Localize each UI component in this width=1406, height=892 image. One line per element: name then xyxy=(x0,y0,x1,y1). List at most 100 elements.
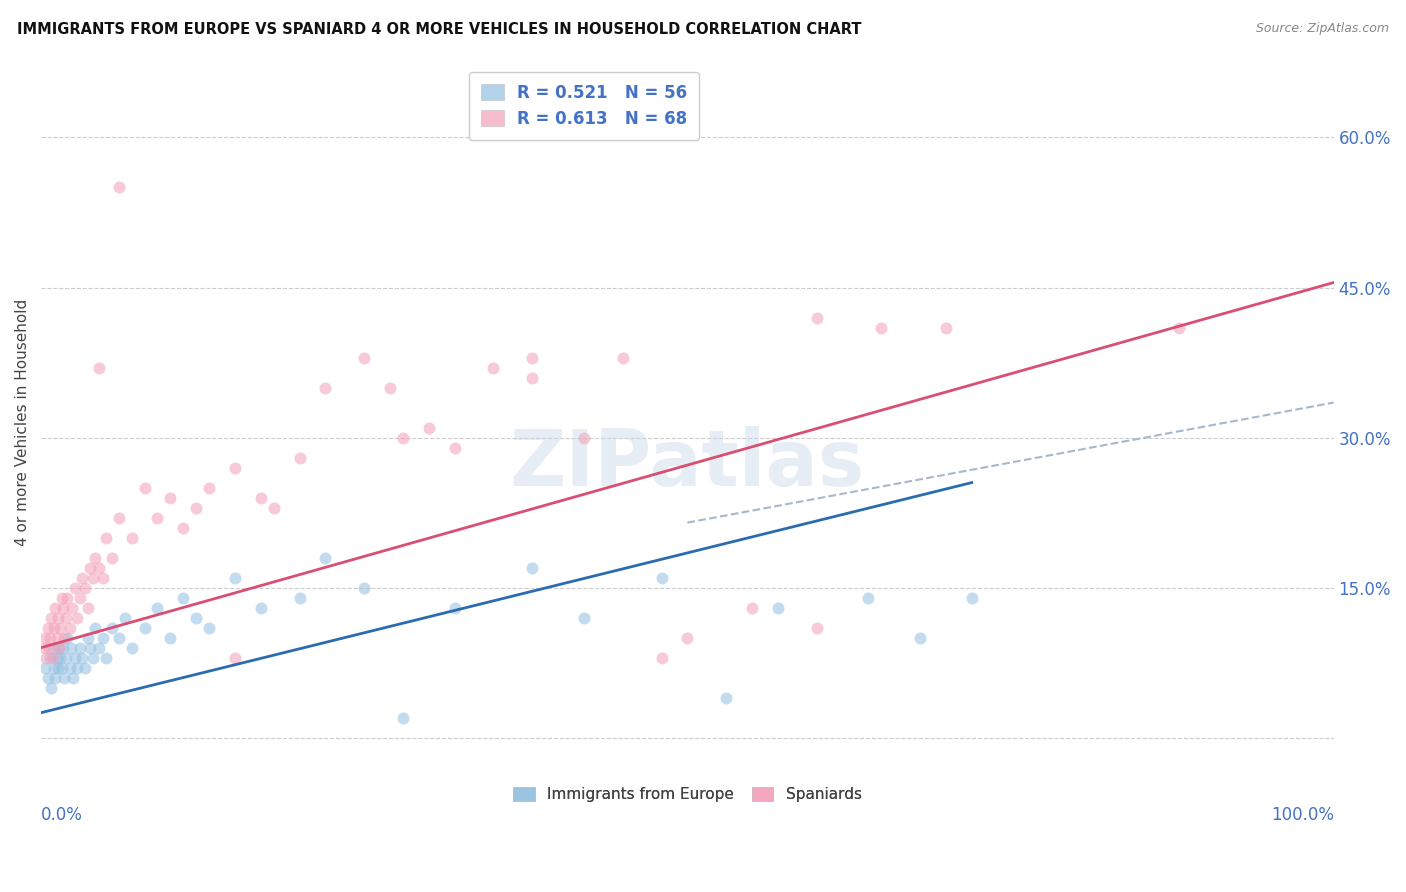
Point xyxy=(42,621,65,635)
Point xyxy=(49,650,72,665)
Point xyxy=(186,500,208,515)
Point xyxy=(51,591,73,605)
Point xyxy=(288,591,311,605)
Point xyxy=(250,491,273,505)
Point xyxy=(69,591,91,605)
Point xyxy=(44,671,66,685)
Point xyxy=(84,550,107,565)
Point xyxy=(960,591,983,605)
Point xyxy=(37,621,59,635)
Point xyxy=(46,661,69,675)
Point xyxy=(62,671,84,685)
Point xyxy=(107,631,129,645)
Point xyxy=(1167,320,1189,334)
Point xyxy=(134,481,156,495)
Point xyxy=(41,610,63,624)
Point xyxy=(76,631,98,645)
Point xyxy=(69,640,91,655)
Point xyxy=(63,650,86,665)
Point xyxy=(63,581,86,595)
Point xyxy=(107,510,129,524)
Point xyxy=(134,621,156,635)
Point xyxy=(58,661,80,675)
Point xyxy=(76,600,98,615)
Point xyxy=(101,621,124,635)
Point xyxy=(72,650,94,665)
Point xyxy=(651,650,673,665)
Text: 100.0%: 100.0% xyxy=(1271,805,1334,823)
Point xyxy=(935,320,957,334)
Point xyxy=(522,370,544,384)
Point xyxy=(44,600,66,615)
Point xyxy=(32,640,55,655)
Point xyxy=(34,631,56,645)
Point xyxy=(39,631,62,645)
Point xyxy=(353,351,375,365)
Point xyxy=(908,631,931,645)
Point xyxy=(522,560,544,574)
Point xyxy=(314,550,336,565)
Point xyxy=(858,591,880,605)
Point xyxy=(114,610,136,624)
Point xyxy=(198,621,221,635)
Point xyxy=(46,610,69,624)
Point xyxy=(612,351,634,365)
Point xyxy=(172,520,194,534)
Point xyxy=(53,671,76,685)
Point xyxy=(55,650,77,665)
Point xyxy=(60,600,83,615)
Point xyxy=(418,420,440,434)
Point xyxy=(224,650,246,665)
Point xyxy=(263,500,285,515)
Point xyxy=(443,600,465,615)
Point xyxy=(72,571,94,585)
Point xyxy=(79,640,101,655)
Point xyxy=(56,631,79,645)
Point xyxy=(51,661,73,675)
Point xyxy=(870,320,893,334)
Point xyxy=(806,310,828,325)
Point xyxy=(741,600,763,615)
Point xyxy=(522,351,544,365)
Point xyxy=(714,690,737,705)
Point xyxy=(314,380,336,394)
Point xyxy=(45,631,67,645)
Point xyxy=(66,610,89,624)
Point xyxy=(572,431,595,445)
Point xyxy=(121,531,143,545)
Point xyxy=(58,621,80,635)
Text: IMMIGRANTS FROM EUROPE VS SPANIARD 4 OR MORE VEHICLES IN HOUSEHOLD CORRELATION C: IMMIGRANTS FROM EUROPE VS SPANIARD 4 OR … xyxy=(17,22,862,37)
Point xyxy=(41,681,63,695)
Point xyxy=(159,491,181,505)
Point xyxy=(766,600,789,615)
Point xyxy=(159,631,181,645)
Point xyxy=(59,640,82,655)
Y-axis label: 4 or more Vehicles in Household: 4 or more Vehicles in Household xyxy=(15,299,30,546)
Point xyxy=(55,610,77,624)
Point xyxy=(378,380,401,394)
Point xyxy=(91,571,114,585)
Point xyxy=(392,431,415,445)
Point xyxy=(35,650,58,665)
Point xyxy=(48,640,70,655)
Point xyxy=(353,581,375,595)
Point xyxy=(224,460,246,475)
Point xyxy=(66,661,89,675)
Point xyxy=(42,640,65,655)
Point xyxy=(48,640,70,655)
Point xyxy=(94,650,117,665)
Point xyxy=(73,581,96,595)
Point xyxy=(172,591,194,605)
Point xyxy=(49,621,72,635)
Point xyxy=(79,560,101,574)
Point xyxy=(84,621,107,635)
Point xyxy=(37,671,59,685)
Point xyxy=(45,650,67,665)
Point xyxy=(107,180,129,194)
Point xyxy=(224,571,246,585)
Point xyxy=(52,640,75,655)
Text: Source: ZipAtlas.com: Source: ZipAtlas.com xyxy=(1256,22,1389,36)
Point xyxy=(443,441,465,455)
Point xyxy=(288,450,311,465)
Point xyxy=(121,640,143,655)
